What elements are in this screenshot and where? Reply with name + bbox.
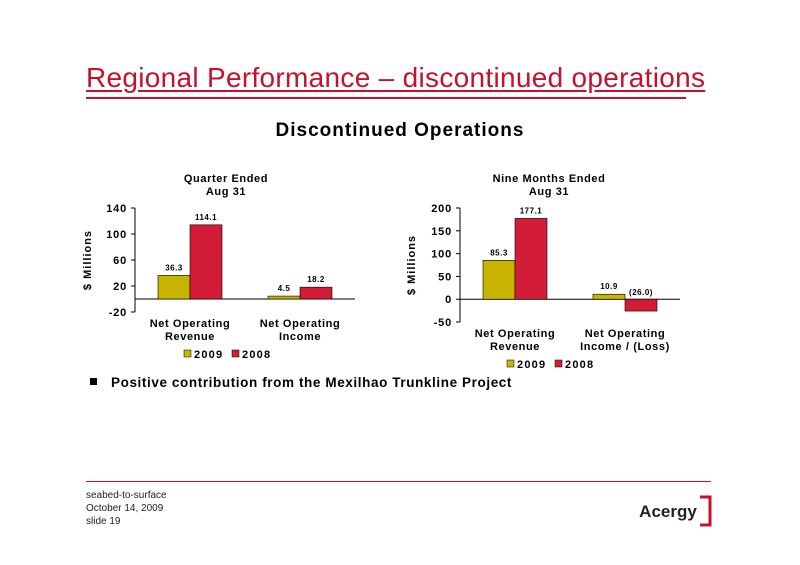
data-label: (26.0): [629, 288, 653, 297]
chart-title-line1: Quarter Ended: [184, 173, 268, 185]
category-label-line1: Net Operating: [585, 328, 666, 340]
footer-date: October 14, 2009: [86, 503, 164, 514]
bullet-item: Positive contribution from the Mexilhao …: [90, 375, 512, 390]
bullet-text: Positive contribution from the Mexilhao …: [111, 375, 512, 390]
data-label: 18.2: [307, 275, 325, 284]
chart-heading: Discontinued Operations: [275, 120, 525, 141]
legend-label-2009: 2009: [194, 349, 223, 361]
y-tick-label: 200: [431, 203, 452, 215]
bar-2009: [482, 260, 516, 300]
bar-2008: [189, 224, 223, 300]
y-tick-label: 0: [445, 294, 452, 306]
data-label: 177.1: [520, 206, 543, 215]
title-divider: [86, 97, 686, 99]
legend-swatch-2008: [231, 349, 240, 358]
chart-title-line2: Aug 31: [529, 186, 569, 198]
bar-2008: [514, 218, 548, 300]
bar-2008: [299, 286, 333, 300]
bar-2009: [592, 293, 626, 300]
y-tick-label: 140: [106, 203, 127, 215]
legend-swatch-2009: [183, 349, 192, 358]
footer-slide-number: slide 19: [86, 516, 121, 527]
category-label-line2: Income: [279, 331, 321, 343]
data-label: 36.3: [165, 263, 183, 272]
page-title: Regional Performance – discontinued oper…: [86, 62, 706, 93]
bullet-square-icon: [90, 377, 97, 385]
y-tick-label: 20: [113, 281, 127, 293]
bar-2009: [267, 295, 301, 300]
data-label: 10.9: [600, 282, 618, 291]
y-tick-label: 150: [431, 226, 452, 238]
y-tick-label: 50: [438, 271, 452, 283]
category-label-line2: Income / (Loss): [580, 341, 670, 353]
legend-label-2008: 2008: [565, 359, 594, 371]
acergy-logo: Acergy: [639, 495, 712, 527]
category-label-line2: Revenue: [165, 331, 215, 343]
y-tick-label: 100: [431, 249, 452, 261]
bar-2009: [157, 275, 191, 300]
bar-2008: [624, 298, 658, 312]
legend-label-2008: 2008: [242, 349, 271, 361]
category-label-line2: Revenue: [490, 341, 540, 353]
y-tick-label: 100: [106, 229, 127, 241]
logo-text: Acergy: [639, 502, 697, 521]
category-label-line1: Net Operating: [475, 328, 556, 340]
data-label: 4.5: [278, 284, 291, 293]
category-label-line1: Net Operating: [260, 318, 341, 330]
legend-swatch-2008: [554, 359, 563, 368]
footer-divider: [86, 481, 711, 482]
data-label: 85.3: [490, 248, 508, 257]
y-tick-label: 60: [113, 255, 127, 267]
chart-title-line2: Aug 31: [206, 186, 246, 198]
y-tick-label: -50: [434, 317, 452, 329]
y-axis-label: $ Millions: [82, 230, 94, 290]
data-label: 114.1: [195, 213, 217, 222]
category-label-line1: Net Operating: [150, 318, 231, 330]
y-axis-label: $ Millions: [406, 235, 418, 295]
chart-title-line1: Nine Months Ended: [493, 173, 606, 185]
legend-swatch-2009: [506, 359, 515, 368]
footer-tagline: seabed-to-surface: [86, 490, 167, 501]
y-tick-label: -20: [109, 307, 127, 319]
legend-label-2009: 2009: [517, 359, 546, 371]
acergy-bracket-logo-icon: [700, 495, 712, 527]
